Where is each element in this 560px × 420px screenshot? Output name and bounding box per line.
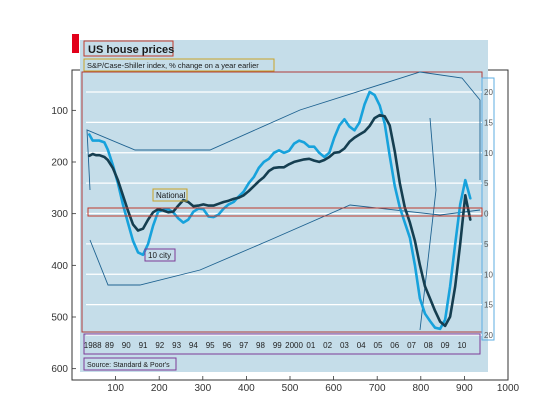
source-note: Source: Standard & Poor's bbox=[87, 362, 170, 369]
outer-x-tick-label: 800 bbox=[412, 383, 429, 394]
outer-x-tick-label: 600 bbox=[325, 383, 342, 394]
year-tick-label: 08 bbox=[424, 341, 433, 350]
outer-x-tick-label: 400 bbox=[238, 383, 255, 394]
series-line-national bbox=[88, 113, 472, 328]
subtitle-box bbox=[83, 58, 275, 72]
outer-x-tick-label: 300 bbox=[194, 383, 211, 394]
year-tick-label: 1988 bbox=[84, 341, 102, 350]
year-tick-label: 91 bbox=[139, 341, 148, 350]
year-tick-label: 05 bbox=[374, 341, 383, 350]
year-tick-label: 10 bbox=[457, 341, 466, 350]
ten-city-label-box bbox=[144, 248, 176, 262]
series-label-national: National bbox=[156, 191, 186, 200]
year-tick-label: 2000 bbox=[285, 341, 303, 350]
year-tick-label: 06 bbox=[390, 341, 399, 350]
series-layer bbox=[88, 90, 472, 331]
outer-y-tick-label: 100 bbox=[51, 106, 68, 117]
outer-y-tick-label: 400 bbox=[51, 261, 68, 272]
outer-x-tick-label: 100 bbox=[107, 383, 124, 394]
outer-axes-ticks: 100 200 300 400 500 600 700 800 900 1000100200300… bbox=[51, 106, 519, 394]
outer-x-tick-label: 200 bbox=[151, 383, 168, 394]
outer-x-tick-label: 500 bbox=[282, 383, 299, 394]
year-axis-labels: 1988 89 90 91 92 93 94 95 96 97 98 99 2000 01 02 03 04 05… bbox=[84, 341, 467, 350]
year-tick-label: 96 bbox=[222, 341, 231, 350]
national-label-box bbox=[152, 188, 188, 202]
infographic-background bbox=[80, 40, 488, 372]
right-axis-tick-label: 20 bbox=[484, 88, 493, 97]
series-label-10-city: 10 city bbox=[148, 251, 171, 260]
right-axis-tick-label: 10 bbox=[484, 270, 493, 279]
right-axis-tick-label: 0 bbox=[484, 210, 489, 219]
year-tick-label: 03 bbox=[340, 341, 349, 350]
year-tick-label: 09 bbox=[441, 341, 450, 350]
year-tick-label: 01 bbox=[306, 341, 315, 350]
right-axis-labels: 20 15 10 5 0 5 10 15 20 bbox=[484, 88, 493, 340]
right-axis-tick-label: 15 bbox=[484, 118, 493, 127]
outer-x-tick-label: 1000 bbox=[497, 383, 520, 394]
year-tick-label: 93 bbox=[172, 341, 181, 350]
outer-x-tick-label: 900 bbox=[456, 383, 473, 394]
right-axis-tick-label: 20 bbox=[484, 331, 493, 340]
year-tick-label: 99 bbox=[273, 341, 282, 350]
series-line-10-city bbox=[88, 90, 472, 331]
year-tick-label: 89 bbox=[105, 341, 114, 350]
source-box bbox=[83, 357, 177, 371]
chart-title: US house prices bbox=[88, 44, 174, 56]
year-tick-label: 92 bbox=[155, 341, 164, 350]
right-axis-tick-label: 10 bbox=[484, 149, 493, 158]
right-axis-tick-label: 5 bbox=[484, 179, 489, 188]
year-tick-label: 97 bbox=[239, 341, 248, 350]
zero-band bbox=[87, 207, 483, 217]
year-tick-label: 04 bbox=[357, 341, 366, 350]
year-tick-label: 95 bbox=[206, 341, 215, 350]
year-tick-label: 02 bbox=[323, 341, 332, 350]
year-tick-label: 98 bbox=[256, 341, 265, 350]
outer-y-tick-label: 500 bbox=[51, 313, 68, 324]
year-tick-label: 94 bbox=[189, 341, 198, 350]
outer-y-tick-label: 300 bbox=[51, 209, 68, 220]
title-box bbox=[83, 40, 174, 57]
chart-subtitle: S&P/Case-Shiller index, % change on a ye… bbox=[87, 61, 259, 70]
right-axis-tick-label: 15 bbox=[484, 301, 493, 310]
right-axis-tick-label: 5 bbox=[484, 240, 489, 249]
year-tick-label: 90 bbox=[122, 341, 131, 350]
annotation-outline-upper bbox=[86, 71, 481, 191]
outer-y-tick-label: 600 bbox=[51, 364, 68, 375]
outer-y-tick-label: 200 bbox=[51, 158, 68, 169]
year-axis-frame bbox=[83, 333, 481, 355]
outer-x-tick-label: 700 bbox=[369, 383, 386, 394]
year-tick-label: 07 bbox=[407, 341, 416, 350]
red-tag-marker bbox=[72, 34, 79, 53]
annotation-outline-lower bbox=[89, 204, 481, 286]
